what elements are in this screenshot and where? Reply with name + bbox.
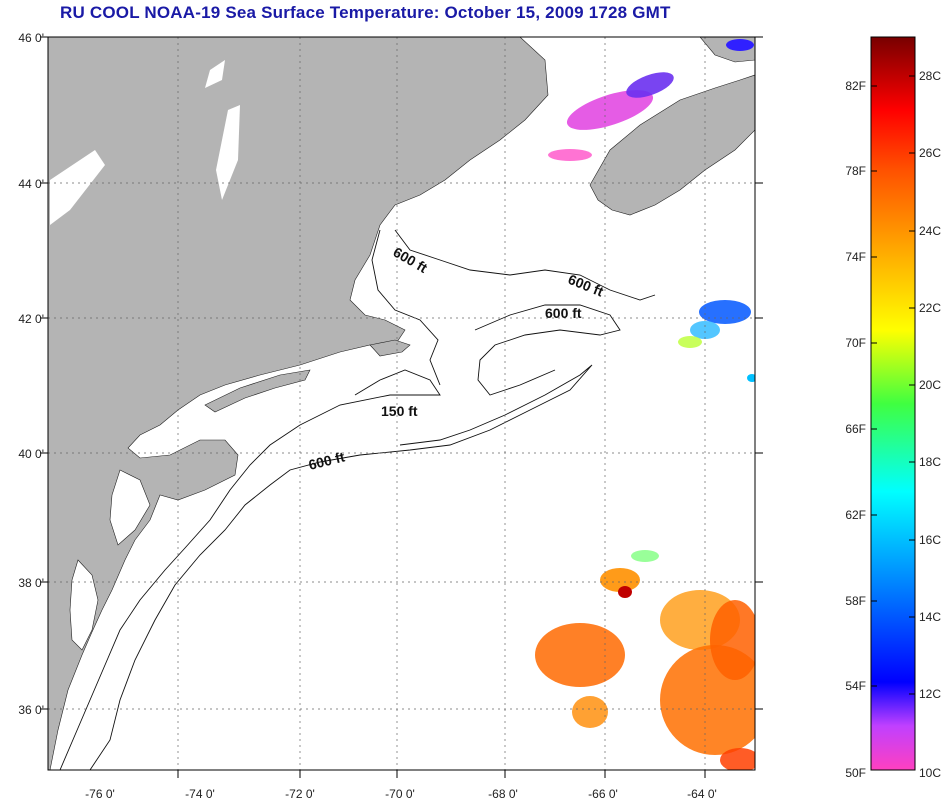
- land-long-island: [204, 369, 311, 413]
- latitude-labels: 46 0' 44 0' 42 0' 40 0' 38 0' 36 0': [18, 31, 44, 717]
- map-frame: [47, 36, 756, 771]
- colorbar-f-label: 62F: [845, 508, 866, 522]
- colorbar-c-label: 24C: [919, 224, 941, 238]
- colorbar-c-label: 20C: [919, 378, 941, 392]
- colorbar-f-label: 82F: [845, 79, 866, 93]
- colorbar-f-label: 74F: [845, 250, 866, 264]
- colorbar-c-label: 14C: [919, 610, 941, 624]
- colorbar-f-label: 66F: [845, 422, 866, 436]
- sst-patch-gulf-of-st-lawrence: [548, 39, 754, 161]
- lake-1: [50, 150, 105, 225]
- lat-label: 36 0': [18, 703, 44, 717]
- colorbar: [870, 36, 916, 771]
- water-delaware-bay: [109, 469, 151, 546]
- contour-gulf-of-maine: [394, 229, 656, 301]
- colorbar-c-label: 18C: [919, 455, 941, 469]
- colorbar-f-label: 54F: [845, 679, 866, 693]
- colorbar-f-label: 78F: [845, 164, 866, 178]
- colorbar-f-label: 50F: [845, 766, 866, 780]
- contour-label: 150 ft: [381, 403, 418, 419]
- lat-label: 42 0': [18, 312, 44, 326]
- land-mainland: [48, 37, 549, 770]
- colorbar-fahrenheit-labels: 82F 78F 74F 70F 66F 62F 58F 54F 50F: [845, 79, 866, 780]
- gridlines: [48, 37, 755, 770]
- lat-label: 44 0': [18, 177, 44, 191]
- contour-coastal: [371, 229, 441, 386]
- colorbar-c-label: 26C: [919, 146, 941, 160]
- map-title: RU COOL NOAA-19 Sea Surface Temperature:…: [60, 3, 671, 22]
- lon-label: -76 0': [85, 787, 115, 801]
- contour-150ft-shelf: [59, 369, 441, 770]
- sst-patch-gulf-stream: [535, 550, 755, 770]
- land-cape-cod: [369, 339, 411, 357]
- lon-label: -70 0': [385, 787, 415, 801]
- colorbar-ticks: [871, 75, 915, 695]
- tick-marks: [40, 36, 763, 778]
- longitude-labels: -76 0' -74 0' -72 0' -70 0' -68 0' -66 0…: [85, 787, 717, 801]
- lon-label: -64 0': [687, 787, 717, 801]
- colorbar-c-label: 16C: [919, 533, 941, 547]
- lake-2: [205, 60, 225, 88]
- water-chesapeake-bay: [69, 559, 99, 651]
- colorbar-c-label: 12C: [919, 687, 941, 701]
- colorbar-f-label: 58F: [845, 594, 866, 608]
- lat-label: 46 0': [18, 31, 44, 45]
- colorbar-c-label: 22C: [919, 301, 941, 315]
- lon-label: -74 0': [185, 787, 215, 801]
- colorbar-c-label: 28C: [919, 69, 941, 83]
- colorbar-f-label: 70F: [845, 336, 866, 350]
- contour-label: 600 ft: [545, 305, 582, 321]
- lon-label: -66 0': [588, 787, 618, 801]
- lat-label: 38 0': [18, 576, 44, 590]
- contour-600ft-shelf: [89, 364, 593, 770]
- lake-3: [216, 105, 240, 200]
- lon-label: -72 0': [285, 787, 315, 801]
- lat-label: 40 0': [18, 447, 44, 461]
- bathymetry-contours: [59, 229, 656, 770]
- lon-label: -68 0': [488, 787, 518, 801]
- colorbar-celsius-labels: 28C 26C 24C 22C 20C 18C 16C 14C 12C 10C: [919, 69, 941, 780]
- colorbar-c-label: 10C: [919, 766, 941, 780]
- contour-georges-bank: [474, 304, 621, 396]
- land-nova-scotia: [589, 74, 755, 216]
